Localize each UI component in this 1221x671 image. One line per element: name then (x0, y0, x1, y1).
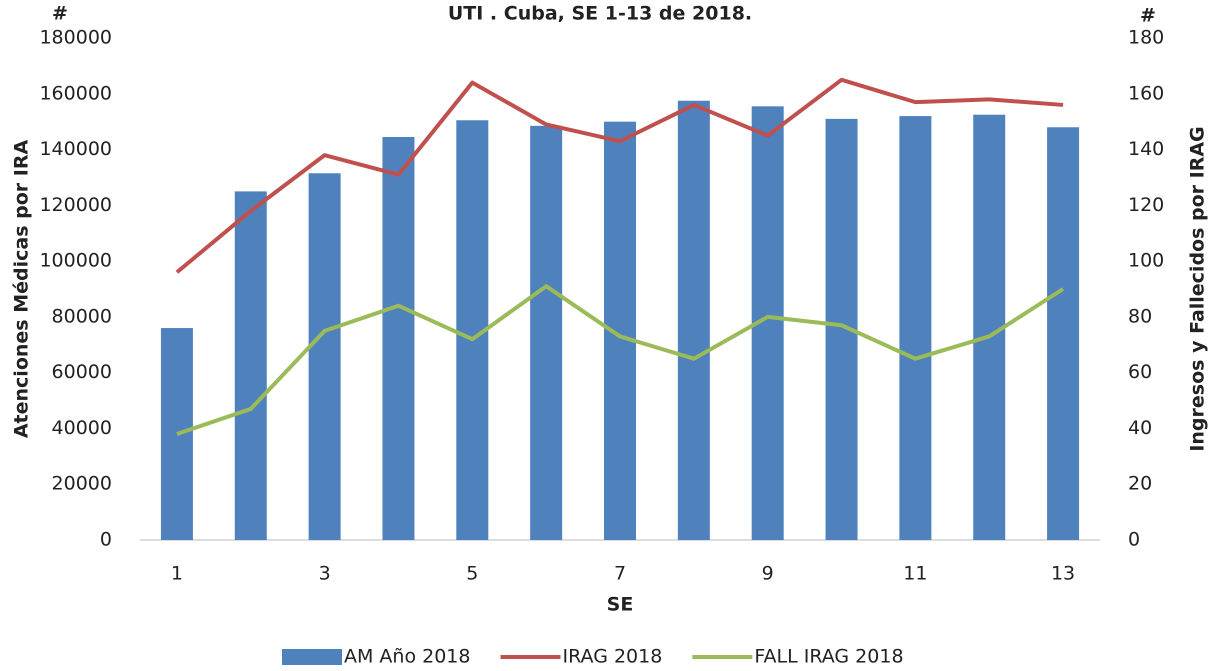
y-tick-label: 40000 (52, 417, 112, 439)
y-tick-label: 160000 (39, 82, 112, 104)
y2-tick-label: 40 (1128, 417, 1152, 439)
legend-label: FALL IRAG 2018 (754, 646, 903, 668)
legend-swatch (282, 649, 342, 665)
chart-title: UTI . Cuba, SE 1-13 de 2018. (448, 3, 752, 25)
x-tick-label: 7 (614, 563, 626, 585)
bar (234, 191, 267, 540)
line (176, 284, 1065, 436)
x-tick-label: 13 (1051, 563, 1075, 585)
bar (382, 137, 415, 540)
x-axis-title: SE (607, 594, 634, 616)
y2-axis-title: Ingresos y Fallecidos por IRAG (1187, 126, 1209, 451)
y2-tick-label: 60 (1128, 361, 1152, 383)
bar (899, 116, 932, 540)
y-tick-label: 180000 (39, 27, 112, 49)
bar (677, 100, 710, 540)
y-axis-title: Atenciones Médicas por IRA (11, 140, 33, 439)
y2-tick-label: 0 (1128, 529, 1140, 551)
legend-label: AM Año 2018 (344, 646, 471, 668)
y-unit: # (52, 3, 68, 25)
y2-tick-label: 120 (1128, 194, 1164, 216)
y2-tick-label: 140 (1128, 138, 1164, 160)
y-tick-label: 20000 (52, 473, 112, 495)
y-tick-label: 100000 (39, 250, 112, 272)
y2-tick-label: 80 (1128, 305, 1152, 327)
bar (1047, 127, 1080, 540)
y2-tick-label: 20 (1128, 473, 1152, 495)
x-tick-label: 11 (903, 563, 927, 585)
legend-label: IRAG 2018 (563, 646, 663, 668)
y2-unit: # (1140, 5, 1156, 27)
y2-tick-label: 100 (1128, 250, 1164, 272)
bar (530, 125, 563, 540)
y2-tick-label: 180 (1128, 27, 1164, 49)
x-tick-label: 5 (466, 563, 478, 585)
line (175, 77, 1064, 274)
x-tick-label: 3 (319, 563, 331, 585)
y-tick-label: 120000 (39, 194, 112, 216)
x-tick-label: 1 (171, 563, 183, 585)
bar (308, 173, 341, 540)
y-tick-label: 0 (100, 529, 112, 551)
y-tick-label: 60000 (52, 361, 112, 383)
y2-tick-label: 160 (1128, 82, 1164, 104)
y-tick-label: 80000 (52, 305, 112, 327)
y-tick-label: 140000 (39, 138, 112, 160)
x-tick-label: 9 (762, 563, 774, 585)
